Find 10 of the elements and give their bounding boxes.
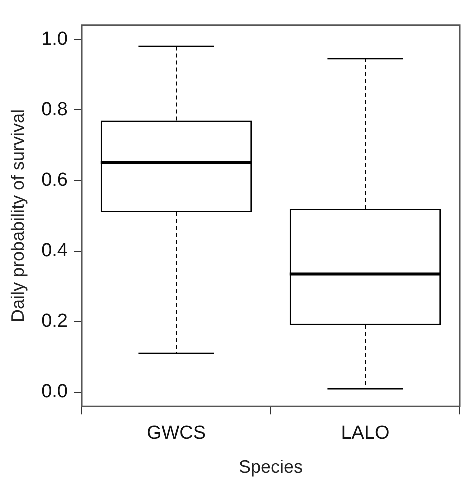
y-tick-label: 0.0 <box>42 382 68 403</box>
y-tick-label: 0.2 <box>42 311 68 332</box>
y-tick-label: 0.6 <box>42 170 68 191</box>
y-axis-title: Daily probability of survival <box>8 109 28 323</box>
y-tick-label: 1.0 <box>42 28 68 50</box>
x-tick-label: GWCS <box>146 423 206 444</box>
x-tick-label: LALO <box>341 423 390 444</box>
y-tick-label: 0.8 <box>42 99 68 120</box>
x-axis-title: Species <box>238 457 304 478</box>
y-tick-label: 0.4 <box>42 240 68 262</box>
